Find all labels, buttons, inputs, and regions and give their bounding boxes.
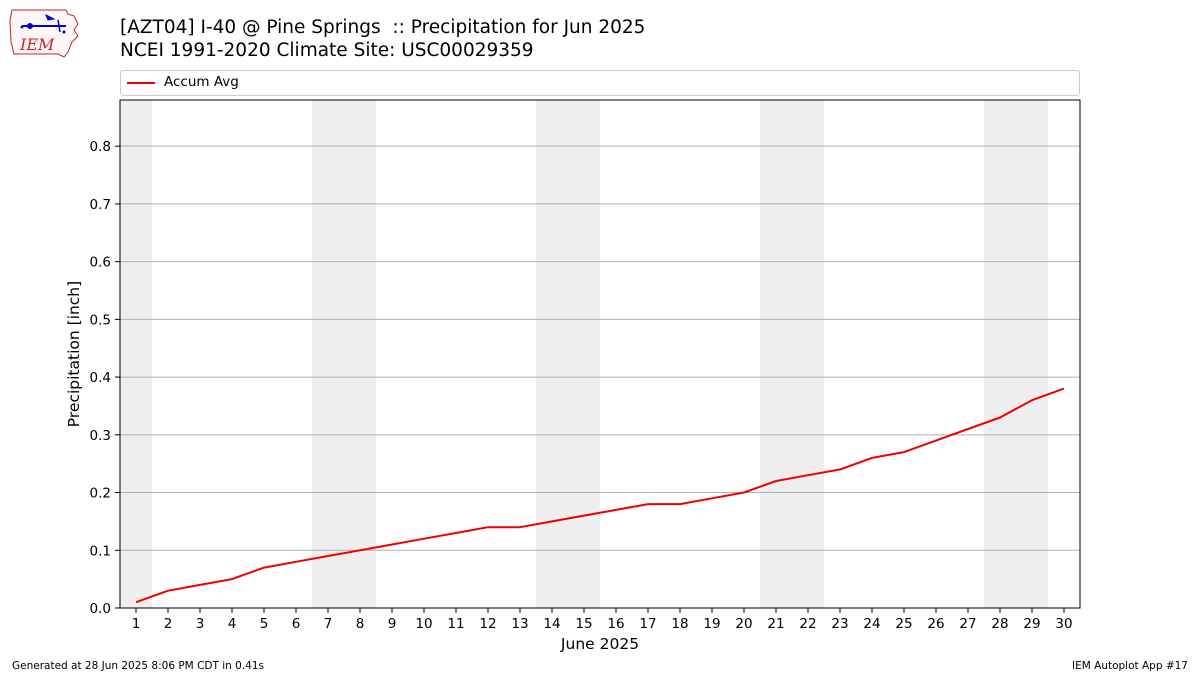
x-tick-label: 16 — [607, 616, 624, 632]
x-tick-label: 11 — [447, 616, 464, 632]
x-tick-label: 7 — [324, 616, 333, 632]
x-tick-label: 6 — [292, 616, 301, 632]
x-tick-label: 24 — [863, 616, 880, 632]
y-tick-label: 0.3 — [90, 428, 111, 444]
x-tick-label: 20 — [735, 616, 752, 632]
x-tick-label: 29 — [1023, 616, 1040, 632]
weekend-band — [760, 100, 824, 608]
x-tick-label: 22 — [799, 616, 816, 632]
weekend-band — [984, 100, 1048, 608]
weekend-band — [312, 100, 376, 608]
x-tick-label: 28 — [991, 616, 1008, 632]
x-tick-label: 26 — [927, 616, 944, 632]
plot-frame — [119, 99, 1081, 609]
x-tick-label: 12 — [479, 616, 496, 632]
y-tick-label: 0.0 — [90, 601, 111, 617]
y-axis-ticks: 0.0 0.1 0.2 0.3 0.4 0.5 0.6 0.7 0.8 — [90, 139, 120, 617]
series-layer — [135, 387, 1065, 604]
weather-station-icon — [20, 13, 66, 34]
x-tick-label: 27 — [959, 616, 976, 632]
iem-logo: IEM — [9, 9, 79, 58]
x-tick-label: 19 — [703, 616, 720, 632]
x-tick-label: 30 — [1055, 616, 1072, 632]
x-tick-label: 8 — [356, 616, 365, 632]
x-tick-label: 14 — [543, 616, 560, 632]
app-credit: IEM Autoplot App #17 — [1072, 660, 1188, 672]
y-tick-label: 0.5 — [90, 312, 111, 328]
x-tick-label: 21 — [767, 616, 784, 632]
weekend-band — [120, 100, 152, 608]
y-tick-label: 0.1 — [90, 543, 111, 559]
generated-timestamp: Generated at 28 Jun 2025 8:06 PM CDT in … — [12, 660, 265, 672]
x-axis-ticks: 1 2 3 4 5 6 7 8 9 10 11 12 13 14 15 16 17 18 19 20 21 22 23 24 2… — [132, 608, 1073, 632]
series-line-accum-avg — [135, 387, 1065, 604]
legend-label: Accum Avg — [164, 74, 239, 90]
x-tick-label: 13 — [511, 616, 528, 632]
x-tick-label: 15 — [575, 616, 592, 632]
x-tick-label: 25 — [895, 616, 912, 632]
x-tick-label: 1 — [132, 616, 141, 632]
x-tick-label: 5 — [260, 616, 269, 632]
y-gridlines — [120, 145, 1080, 609]
y-tick-label: 0.7 — [90, 197, 111, 213]
chart-title-line-1: [AZT04] I-40 @ Pine Springs :: Precipita… — [120, 17, 646, 38]
x-tick-label: 9 — [388, 616, 397, 632]
x-tick-label: 10 — [415, 616, 432, 632]
legend-swatch — [127, 82, 155, 84]
x-tick-label: 18 — [671, 616, 688, 632]
iowa-outline-shape — [9, 9, 79, 58]
y-tick-label: 0.4 — [90, 370, 111, 386]
logo-text: IEM — [19, 35, 55, 54]
y-axis-label: Precipitation [inch] — [65, 281, 83, 427]
y-tick-label: 0.2 — [90, 486, 111, 502]
y-tick-label: 0.6 — [90, 255, 111, 271]
weekend-band — [536, 100, 600, 608]
x-tick-label: 3 — [196, 616, 205, 632]
x-tick-label: 4 — [228, 616, 237, 632]
legend: Accum Avg — [120, 70, 1080, 96]
x-tick-label: 17 — [639, 616, 656, 632]
y-tick-label: 0.8 — [90, 139, 111, 155]
x-axis-label: June 2025 — [560, 635, 639, 653]
x-tick-label: 23 — [831, 616, 848, 632]
chart-title-line-2: NCEI 1991-2020 Climate Site: USC00029359 — [120, 40, 534, 61]
weekend-bands — [120, 100, 1048, 608]
x-tick-label: 2 — [164, 616, 173, 632]
